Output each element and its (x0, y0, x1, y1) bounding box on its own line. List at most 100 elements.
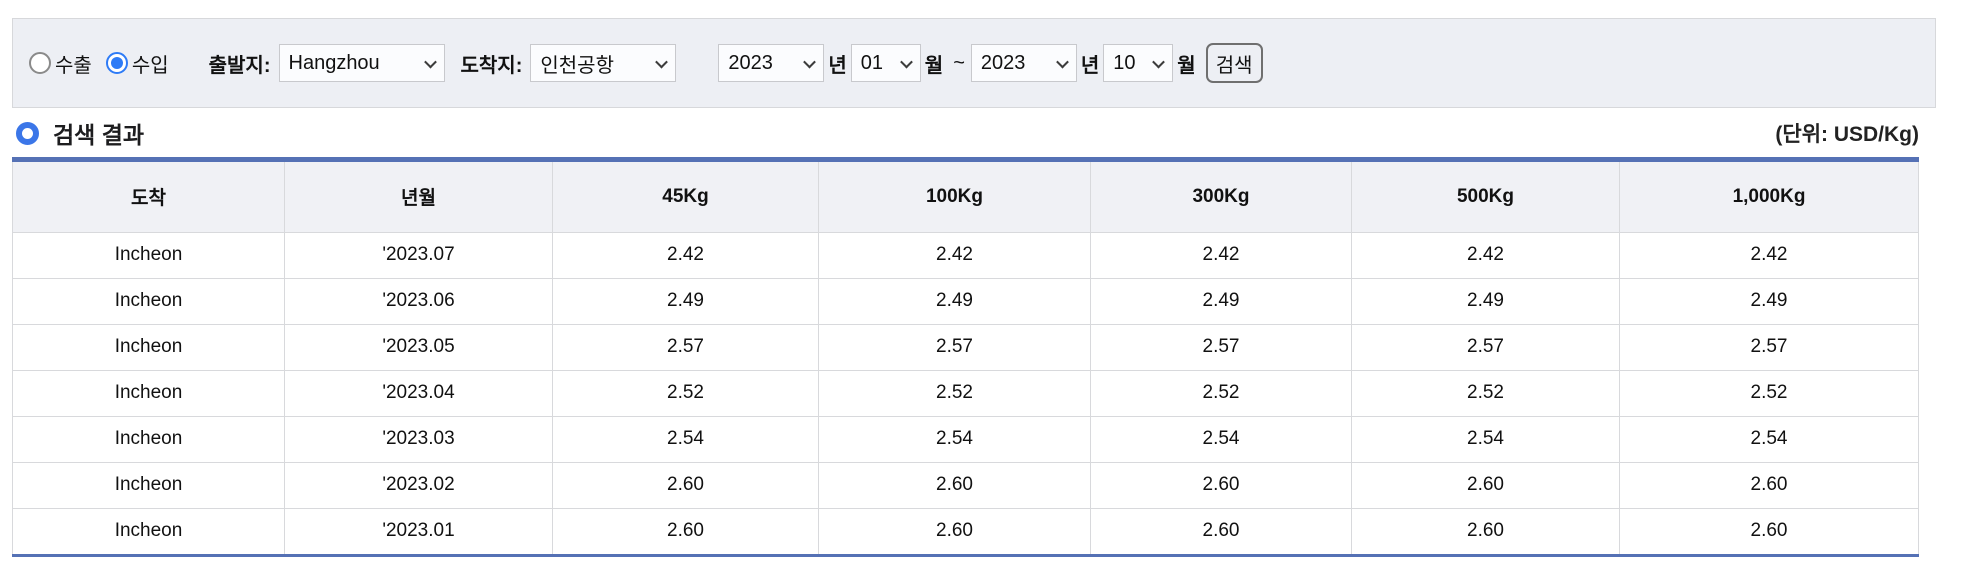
table-cell: 2.42 (552, 231, 819, 279)
destination-label: 도착지: (460, 54, 523, 77)
column-header: 년월 (284, 162, 553, 233)
table-cell: 2.57 (552, 323, 819, 371)
end-month-select[interactable]: 10 (1103, 44, 1174, 82)
table-cell: 2.49 (818, 277, 1091, 325)
period-separator: ~ (953, 51, 965, 74)
table-row: Incheon '2023.01 2.60 2.60 2.60 2.60 2.60 (12, 507, 1919, 554)
column-header: 100Kg (818, 162, 1091, 233)
destination-select-value: 인천공항 (540, 54, 614, 77)
chevron-down-icon (803, 55, 817, 68)
table-cell: 2.49 (1351, 277, 1620, 325)
end-year-value: 2023 (980, 51, 1026, 74)
table-cell: 2.60 (1090, 507, 1352, 554)
search-button[interactable]: 검색 (1205, 43, 1263, 83)
radio-import-label: 수입 (131, 54, 169, 77)
chevron-down-icon (899, 55, 913, 68)
table-cell: 2.60 (552, 507, 819, 554)
table-cell: 2.42 (1619, 231, 1919, 279)
table-cell: 2.57 (1619, 323, 1919, 371)
radio-export-circle-icon (29, 52, 51, 74)
table-cell: 2.52 (552, 369, 819, 417)
table-header-row: 도착 년월 45Kg 100Kg 300Kg 500Kg 1,000Kg (12, 162, 1919, 233)
table-cell: 2.54 (552, 415, 819, 463)
column-header: 도착 (12, 162, 285, 233)
start-year-value: 2023 (728, 51, 773, 74)
origin-label: 출발지: (208, 54, 271, 77)
results-table-wrap: 도착 년월 45Kg 100Kg 300Kg 500Kg 1,000Kg Incheon '2… (12, 157, 1919, 557)
table-cell: 2.54 (1090, 415, 1352, 463)
table-cell: 2.52 (1090, 369, 1352, 417)
table-cell: 2.60 (818, 461, 1091, 509)
chevron-down-icon (1152, 55, 1166, 68)
start-month-select[interactable]: 01 (850, 44, 921, 82)
table-cell: 2.49 (1090, 277, 1352, 325)
origin-select-value: Hangzhou (288, 51, 380, 74)
table-cell: Incheon (12, 507, 285, 554)
section-bullet-ring-icon (16, 121, 39, 145)
radio-export[interactable]: 수출 (29, 49, 92, 78)
table-cell: '2023.06 (284, 277, 553, 325)
end-year-select[interactable]: 2023 (970, 44, 1077, 82)
table-cell: 2.60 (1351, 461, 1620, 509)
table-cell: Incheon (12, 461, 285, 509)
table-cell: 2.49 (552, 277, 819, 325)
search-form-bar: 수출 수입 출발지: Hangzhou 도착지: 인천공항 2023 년 01 (12, 18, 1936, 108)
table-row: Incheon '2023.02 2.60 2.60 2.60 2.60 2.60 (12, 461, 1919, 509)
table-cell: 2.60 (552, 461, 819, 509)
table-cell: 2.57 (818, 323, 1091, 371)
table-row: Incheon '2023.04 2.52 2.52 2.52 2.52 2.52 (12, 369, 1919, 417)
radio-import-circle-icon (105, 52, 128, 74)
table-cell: 2.60 (1619, 461, 1919, 509)
start-year-select[interactable]: 2023 (718, 44, 825, 82)
table-cell: '2023.03 (284, 415, 553, 463)
chevron-down-icon (1056, 55, 1069, 68)
table-cell: 2.60 (1351, 507, 1620, 554)
table-cell: 2.52 (818, 369, 1091, 417)
table-cell: 2.54 (1619, 415, 1919, 463)
table-cell: Incheon (12, 277, 285, 325)
radio-import[interactable]: 수입 (105, 49, 169, 78)
destination-select[interactable]: 인천공항 (530, 44, 677, 82)
table-cell: Incheon (12, 369, 285, 417)
table-cell: 2.42 (1090, 231, 1352, 279)
results-table: 도착 년월 45Kg 100Kg 300Kg 500Kg 1,000Kg Incheon '2… (12, 162, 1919, 554)
table-cell: 2.52 (1619, 369, 1919, 417)
table-cell: 2.49 (1619, 277, 1919, 325)
end-month-value: 10 (1113, 51, 1136, 74)
table-cell: '2023.02 (284, 461, 553, 509)
table-cell: 2.54 (1351, 415, 1620, 463)
column-header: 45Kg (552, 162, 819, 233)
table-cell: 2.42 (818, 231, 1091, 279)
table-cell: Incheon (12, 323, 285, 371)
results-header: 검색 결과 (단위: USD/Kg) (12, 110, 1919, 156)
start-year-suffix: 년 (828, 54, 847, 77)
column-header: 500Kg (1351, 162, 1620, 233)
table-row: Incheon '2023.06 2.49 2.49 2.49 2.49 2.49 (12, 277, 1919, 325)
table-cell: '2023.04 (284, 369, 553, 417)
results-title: 검색 결과 (53, 122, 145, 148)
table-row: Incheon '2023.07 2.42 2.42 2.42 2.42 2.42 (12, 231, 1919, 279)
table-cell: 2.60 (1090, 461, 1352, 509)
end-month-suffix: 월 (1177, 54, 1196, 77)
origin-select[interactable]: Hangzhou (278, 44, 445, 82)
end-year-suffix: 년 (1080, 54, 1100, 77)
table-cell: 2.60 (1619, 507, 1919, 554)
table-cell: 2.57 (1090, 323, 1352, 371)
table-cell: '2023.05 (284, 323, 553, 371)
table-cell: 2.60 (818, 507, 1091, 554)
start-month-value: 01 (860, 51, 884, 74)
start-month-suffix: 월 (924, 54, 944, 77)
table-cell: '2023.07 (284, 231, 553, 279)
table-cell: Incheon (12, 231, 285, 279)
chevron-down-icon (423, 55, 437, 68)
table-cell: Incheon (12, 415, 285, 463)
table-cell: 2.54 (818, 415, 1091, 463)
table-cell: 2.52 (1351, 369, 1620, 417)
table-cell: 2.42 (1351, 231, 1620, 279)
table-cell: 2.57 (1351, 323, 1620, 371)
table-row: Incheon '2023.05 2.57 2.57 2.57 2.57 2.57 (12, 323, 1919, 371)
table-cell: '2023.01 (284, 507, 553, 554)
column-header: 1,000Kg (1619, 162, 1919, 233)
table-row: Incheon '2023.03 2.54 2.54 2.54 2.54 2.54 (12, 415, 1919, 463)
